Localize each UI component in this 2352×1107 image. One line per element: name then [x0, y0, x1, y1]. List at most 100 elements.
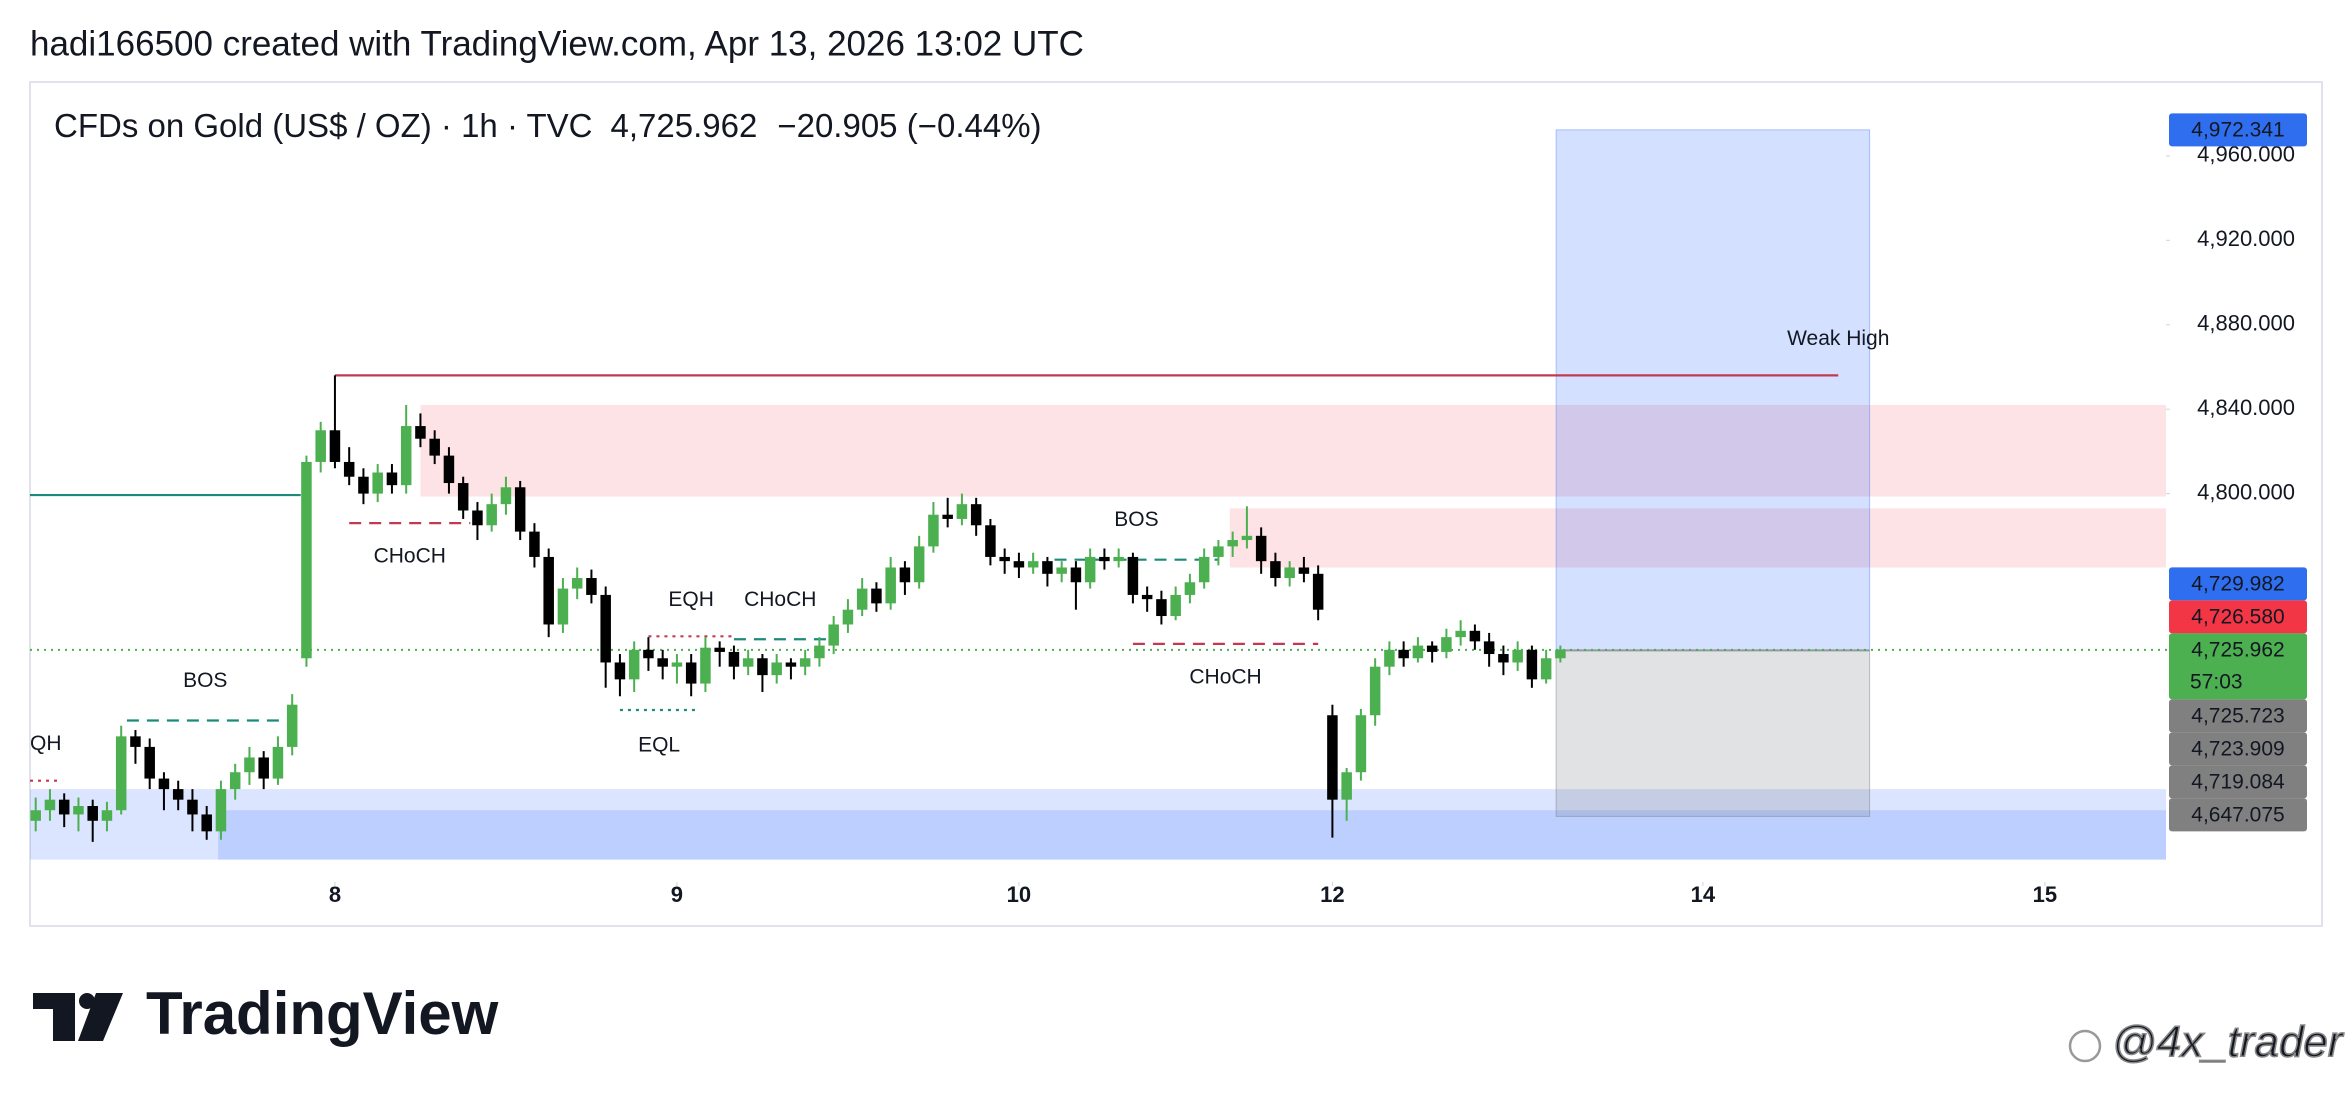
candle-body [358, 476, 369, 494]
price-label-box [2169, 732, 2307, 766]
candle-body [1270, 561, 1281, 579]
candle-body [1483, 641, 1495, 655]
candle-body [158, 778, 170, 790]
plot: QH BOS CHoCH EQL EQH CHoCH BOS CHoCH Weak High [30, 129, 2172, 860]
candle-body [1255, 535, 1267, 562]
price-label: 4,725.723 [2191, 704, 2284, 727]
chart-frame [29, 81, 2323, 927]
candle-body [30, 810, 41, 821]
candle-body [970, 504, 982, 526]
annotation-label: EQH [668, 588, 714, 611]
candle-body [301, 461, 312, 659]
zone [30, 789, 2166, 860]
candle-body [999, 556, 1010, 562]
candle-body [757, 658, 768, 676]
candle-body [1512, 649, 1523, 663]
candle-body [1198, 556, 1210, 583]
candle-body [742, 658, 754, 667]
zone [1229, 508, 2166, 568]
annotation-label: Weak High [1787, 327, 1889, 350]
price-label: 4,719.084 [2191, 770, 2285, 793]
y-tick-label: 4,800.000 [2197, 479, 2295, 504]
candle-body [1312, 573, 1324, 610]
candle-body [1498, 654, 1509, 663]
candle-body [1070, 567, 1082, 583]
symbol: CFDs on Gold (US$ / OZ) · 1h · TVC [54, 107, 593, 144]
candle-body [201, 814, 212, 832]
candle-body [1526, 649, 1538, 680]
candle-body [671, 662, 683, 667]
candle-body [1127, 556, 1139, 595]
candle-body [714, 647, 725, 652]
candle-body [1369, 666, 1381, 716]
candle-body [415, 426, 426, 439]
price-label: 4,972.341 [2191, 118, 2284, 141]
candle-body [1469, 630, 1481, 642]
candle-body [486, 504, 497, 526]
annotation-label: BOS [183, 669, 227, 692]
candle-body [329, 430, 341, 462]
candle-body [87, 806, 98, 821]
candle-body [1184, 582, 1196, 595]
candle-body [1141, 594, 1153, 600]
candle-body [315, 430, 326, 462]
candle-body [1455, 630, 1466, 638]
candle-body [115, 736, 127, 811]
zone [420, 404, 2166, 497]
candle-body [985, 525, 996, 557]
price-label: 4,723.909 [2191, 737, 2284, 760]
candle-body [928, 514, 939, 547]
price-label: 4,729.982 [2191, 572, 2284, 595]
annotation-label: CHoCH [744, 588, 816, 611]
candle-body [258, 757, 269, 779]
price-label: 4,647.075 [2191, 803, 2284, 826]
last-price: 4,725.962 [611, 107, 758, 144]
candle-body [244, 757, 255, 773]
candle-body [1540, 658, 1552, 680]
candle-body [1398, 649, 1409, 659]
candle-body [1056, 567, 1067, 574]
candle-body [229, 772, 241, 790]
candle-body [1013, 561, 1025, 568]
y-tick-label: 4,880.000 [2197, 311, 2295, 336]
candle-body [1341, 772, 1352, 800]
price-label-box [2169, 798, 2307, 832]
candle-body [799, 658, 811, 667]
candle-body [814, 645, 825, 659]
candle-body [172, 789, 184, 800]
price-label-box [2169, 600, 2307, 634]
candle-body [628, 649, 640, 680]
candle-body [187, 799, 198, 815]
candle-body [1042, 561, 1053, 574]
logo-part [79, 993, 95, 1009]
candle-body [700, 647, 711, 684]
logo-part [78, 993, 123, 1041]
price-label: 4,726.580 [2191, 605, 2284, 628]
target-zone [1555, 129, 1871, 651]
candle-body [1213, 546, 1224, 557]
candle-body [1441, 637, 1452, 652]
candle-body [543, 556, 554, 625]
candle-body [1227, 540, 1238, 547]
candle-body [785, 662, 797, 667]
candle-body [44, 799, 56, 811]
candle-body [500, 487, 512, 505]
logo: TradingView [146, 980, 499, 1047]
watermark-icon [2068, 1029, 2102, 1063]
countdown: 57:03 [2190, 670, 2243, 693]
candle-body [828, 624, 839, 646]
candle-body [600, 594, 611, 663]
candle-body [557, 588, 569, 625]
chart-title: CFDs on Gold (US$ / OZ) · 1h · TVC 4,725.… [54, 107, 1042, 144]
watermark: @4x_trader [2112, 1018, 2345, 1067]
candle-body [443, 455, 455, 484]
candle-body [1241, 535, 1253, 541]
candle-body [1170, 594, 1181, 617]
candle-body [429, 438, 440, 456]
candle-body [1099, 556, 1110, 562]
candle-body [942, 514, 953, 519]
candle-body [685, 662, 697, 684]
price-label-box [2169, 765, 2307, 799]
candle-body [101, 810, 113, 821]
